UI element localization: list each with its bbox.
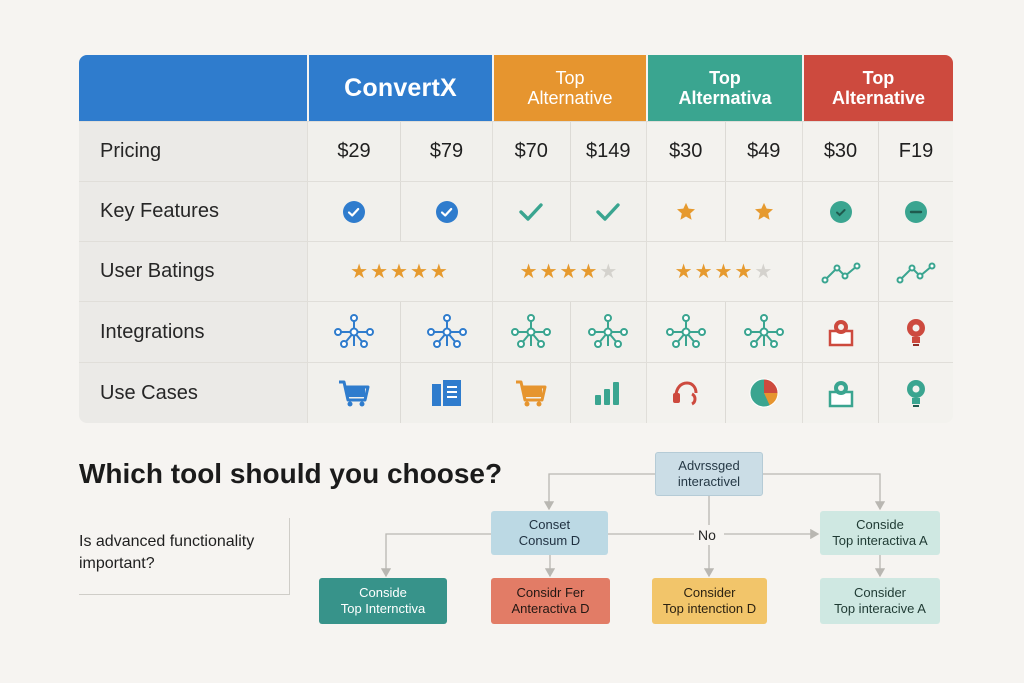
price-cell: $30 <box>823 140 858 162</box>
check-circle-icon <box>435 200 458 223</box>
star-rating: ★★★★★ <box>674 261 775 283</box>
question-line: important? <box>79 555 155 572</box>
node-line: Anteractiva D <box>511 601 590 616</box>
row-label-user-ratings: User Batings <box>79 241 307 301</box>
price-cell: $149 <box>569 122 647 181</box>
flow-node-consider-convertx: Conset Consum D <box>491 511 608 555</box>
network-icon <box>511 314 552 348</box>
bar-chart-icon <box>595 382 620 405</box>
row-label-use-cases: Use Cases <box>79 362 307 423</box>
comparison-table: ConvertX Top Alternative Top Alternativa T… <box>79 55 953 423</box>
row-label-pricing: Pricing <box>79 121 307 181</box>
node-line: interactivel <box>677 474 741 489</box>
star-icon <box>676 202 695 220</box>
header-line2: Alternative <box>831 88 926 108</box>
trend-line-icon <box>821 262 860 283</box>
price-cell: $29 <box>337 140 371 162</box>
pie-chart-icon <box>749 378 779 408</box>
node-line: Considr Fer <box>516 585 585 600</box>
flow-node-consider-alt-a: Conside Top interactiva A <box>820 511 940 555</box>
row-label-key-features: Key Features <box>79 181 307 241</box>
question-line: Is advanced functionality <box>79 533 255 550</box>
document-icon <box>431 380 461 406</box>
network-icon <box>665 314 706 348</box>
check-circle-icon <box>343 200 365 223</box>
divider <box>289 518 290 594</box>
section-title: Which tool should you choose? <box>79 458 503 489</box>
minus-circle-icon <box>905 200 927 223</box>
checkmark-icon <box>596 202 620 221</box>
node-line: Conside <box>856 517 904 532</box>
lightbulb-icon <box>907 319 925 346</box>
node-line: Advrssged <box>678 458 740 473</box>
price-cell: F19 <box>878 122 953 181</box>
lightbulb-icon <box>907 380 925 407</box>
price-cell: $49 <box>724 122 803 181</box>
flow-node-result-4: Consider Top interacive A <box>820 578 940 624</box>
flow-node-result-1: Conside Top Internctiva <box>319 578 447 624</box>
header-alt-3: Top Alternative <box>802 55 953 121</box>
connector <box>380 533 491 578</box>
shopping-cart-icon <box>339 380 370 407</box>
header-convertx: ConvertX <box>307 55 492 121</box>
header-line1: Top <box>862 68 895 88</box>
network-icon <box>426 314 467 348</box>
flow-node-advanced: Advrssged interactivel <box>655 452 763 496</box>
star-icon <box>754 202 773 220</box>
header-line1: Top <box>555 68 585 88</box>
header-line2: Alternativa <box>678 88 772 108</box>
node-line: Consider <box>853 585 907 600</box>
network-icon <box>743 314 784 348</box>
node-line: Conside <box>359 585 407 600</box>
header-line1: Top <box>709 68 741 88</box>
headset-icon <box>672 381 698 406</box>
user-badge-icon <box>828 320 853 347</box>
divider <box>79 594 290 595</box>
star-rating: ★★★★★ <box>350 261 450 283</box>
flow-node-result-2: Considr Fer Anteractiva D <box>491 578 610 624</box>
node-line: Top intenction D <box>662 601 757 616</box>
header-alt-2: Top Alternativa <box>646 55 802 121</box>
edge-label-no: No <box>698 527 716 543</box>
price-cell: $70 <box>514 140 548 162</box>
node-line: Top Internctiva <box>340 601 426 616</box>
header-title: ConvertX <box>344 73 457 102</box>
price-cell: $30 <box>669 140 703 162</box>
node-line: Top interacive A <box>834 601 926 616</box>
user-badge-icon <box>828 381 853 408</box>
node-line: Consider <box>683 585 736 600</box>
star-rating: ★★★★★ <box>519 261 620 283</box>
checkmark-icon <box>519 202 543 221</box>
header-alt-1: Top Alternative <box>492 55 646 121</box>
node-line: Top interactiva A <box>832 533 928 548</box>
connector <box>763 473 886 511</box>
flow-node-result-3: Consider Top intenction D <box>652 578 767 624</box>
node-line: Conset <box>528 517 571 532</box>
network-icon <box>588 314 629 348</box>
shopping-cart-icon <box>516 380 547 407</box>
header-corner <box>79 55 307 121</box>
node-line: Consum D <box>518 533 581 548</box>
header-line2: Alternative <box>527 88 613 108</box>
network-icon <box>334 314 374 348</box>
price-cell: $79 <box>400 122 492 181</box>
decision-question: Is advanced functionality important? <box>79 531 254 575</box>
row-label-integrations: Integrations <box>79 301 307 362</box>
connector <box>543 473 655 511</box>
check-circle-icon <box>829 200 852 223</box>
trend-line-icon <box>896 262 936 283</box>
